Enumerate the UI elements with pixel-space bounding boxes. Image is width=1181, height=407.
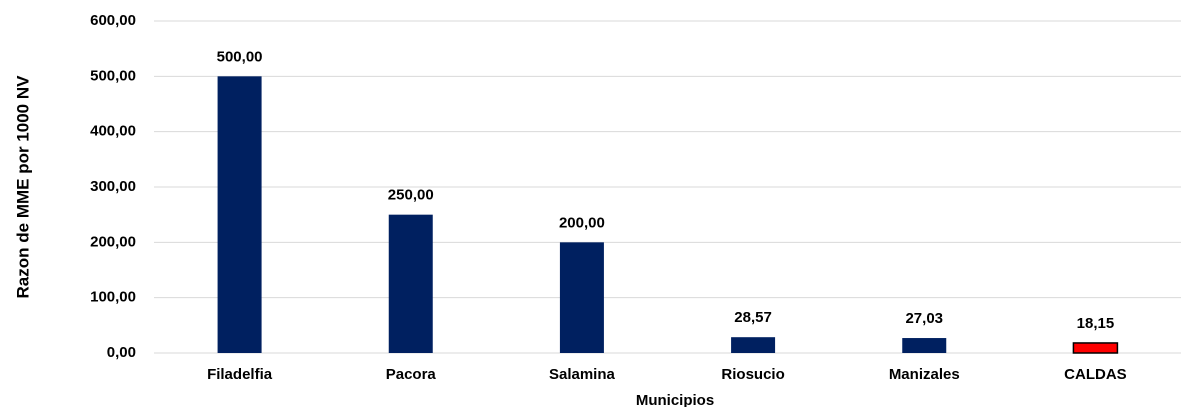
y-tick-label: 300,00 [90, 178, 136, 195]
y-tick-label: 100,00 [90, 289, 136, 306]
x-tick-label: Pacora [386, 366, 437, 383]
y-tick-label: 600,00 [90, 12, 136, 29]
x-tick-label: Salamina [549, 366, 616, 383]
data-label: 28,57 [734, 309, 772, 326]
bar [217, 76, 262, 353]
y-tick-label: 200,00 [90, 233, 136, 250]
x-axis-title: Municipios [636, 392, 714, 407]
x-tick-label: Manizales [889, 366, 960, 383]
y-axis-title: Razon de MME por 1000 NV [13, 75, 32, 299]
bar [731, 337, 776, 353]
y-tick-label: 0,00 [107, 344, 136, 361]
bar [902, 338, 947, 353]
y-tick-label: 400,00 [90, 123, 136, 140]
x-tick-label: Filadelfia [207, 366, 273, 383]
data-label: 200,00 [559, 214, 605, 231]
data-label: 500,00 [217, 48, 263, 65]
x-tick-label: Riosucio [721, 366, 784, 383]
data-label: 18,15 [1077, 315, 1115, 332]
bar [1072, 342, 1119, 354]
y-tick-label: 500,00 [90, 67, 136, 84]
bar [559, 242, 604, 353]
bar [388, 214, 433, 353]
data-label: 250,00 [388, 187, 434, 204]
x-tick-label: CALDAS [1064, 366, 1127, 383]
data-label: 27,03 [905, 310, 943, 327]
